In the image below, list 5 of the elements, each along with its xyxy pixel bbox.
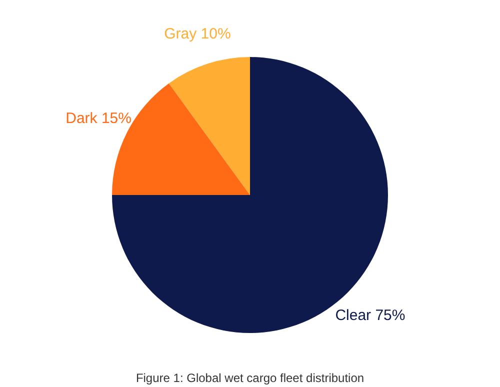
slice-label: Dark 15% xyxy=(66,110,132,127)
slice-label: Clear 75% xyxy=(335,307,406,324)
caption: Figure 1: Global wet cargo fleet distribution xyxy=(136,371,364,385)
pie-slice xyxy=(168,57,250,195)
slice-label: Gray 10% xyxy=(164,25,231,42)
